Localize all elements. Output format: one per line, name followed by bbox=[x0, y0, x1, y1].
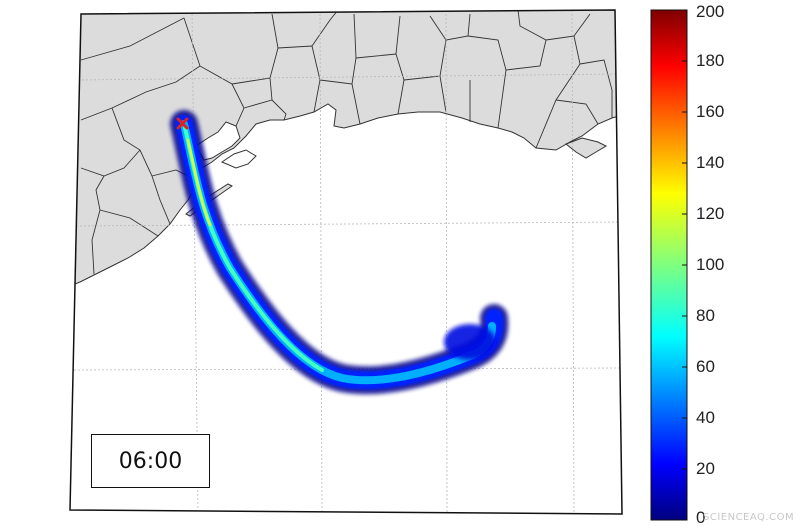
concentration-plume bbox=[170, 110, 509, 395]
colorbar-label: 0 bbox=[696, 508, 706, 527]
colorbar-label: 20 bbox=[696, 459, 715, 478]
colorbar-label: 40 bbox=[696, 408, 715, 427]
colorbar-ticks bbox=[682, 60, 687, 470]
colorbar-label: 60 bbox=[696, 357, 715, 376]
colorbar-labels: 200 180 160 140 120 100 80 60 40 20 0 bbox=[696, 0, 796, 530]
island bbox=[565, 137, 608, 159]
colorbar-label: 140 bbox=[696, 153, 725, 172]
time-label: 06:00 bbox=[118, 448, 183, 474]
colorbar-label: 180 bbox=[696, 51, 725, 70]
colorbar bbox=[650, 9, 688, 521]
bay bbox=[195, 121, 241, 161]
time-label-box: 06:00 bbox=[91, 434, 210, 488]
colorbar-label: 200 bbox=[696, 2, 725, 21]
colorbar-label: 80 bbox=[696, 306, 715, 325]
colorbar-label: 120 bbox=[696, 204, 725, 223]
colorbar-label: 160 bbox=[696, 102, 725, 121]
watermark: SCIENCEAQ.COM bbox=[703, 512, 795, 523]
colorbar-label: 100 bbox=[696, 255, 725, 274]
map-frame bbox=[69, 9, 623, 515]
county-boundaries bbox=[80, 10, 613, 275]
land-area bbox=[70, 10, 622, 291]
bay bbox=[220, 149, 257, 169]
source-x-marker bbox=[176, 117, 189, 130]
colorbar-gradient bbox=[650, 9, 688, 521]
